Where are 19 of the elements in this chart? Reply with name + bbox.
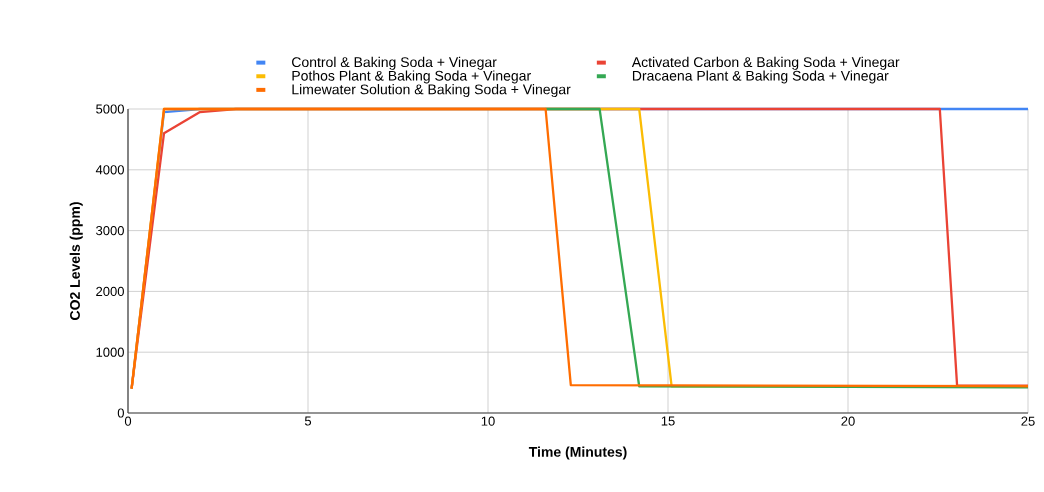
x-tick-label: 0 [124, 416, 132, 426]
y-tick-label: 1000 [96, 347, 124, 357]
y-tick-label: 3000 [96, 226, 124, 236]
x-tick-label: 10 [481, 416, 495, 426]
x-axis-title: Time (Minutes) [528, 446, 627, 460]
legend-label: Limewater Solution & Baking Soda + Vinegar [292, 84, 571, 98]
legend-label: Pothos Plant & Baking Soda + Vinegar [292, 70, 531, 84]
y-axis-title: CO2 Levels (ppm) [69, 202, 83, 320]
y-tick-label: 2000 [96, 286, 124, 296]
legend-label: Control & Baking Soda + Vinegar [292, 56, 497, 70]
x-tick-label: 15 [661, 416, 675, 426]
x-tick-label: 20 [841, 416, 855, 426]
x-tick-label: 5 [304, 416, 312, 426]
x-tick-label: 25 [1021, 416, 1035, 426]
y-tick-label: 0 [117, 408, 124, 418]
legend-label: Activated Carbon & Baking Soda + Vinegar [631, 56, 900, 70]
y-tick-label: 5000 [96, 104, 124, 114]
y-tick-label: 4000 [95, 165, 124, 175]
legend-label: Dracaena Plant & Baking Soda + Vinegar [632, 70, 889, 84]
